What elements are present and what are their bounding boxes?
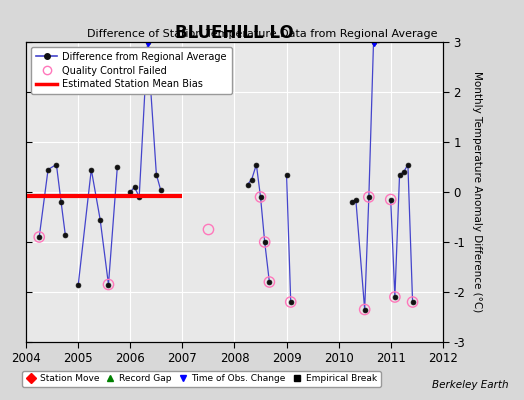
Legend: Station Move, Record Gap, Time of Obs. Change, Empirical Break: Station Move, Record Gap, Time of Obs. C… [22,371,380,387]
Point [260,239,269,245]
Text: Berkeley Earth: Berkeley Earth [432,380,508,390]
Text: Difference of Station Temperature Data from Regional Average: Difference of Station Temperature Data f… [87,29,437,39]
Point [361,306,369,313]
Y-axis label: Monthly Temperature Anomaly Difference (°C): Monthly Temperature Anomaly Difference (… [472,71,482,313]
Point [391,294,399,300]
Point [265,279,274,285]
Title: BLUEHILL LO: BLUEHILL LO [175,24,294,42]
Point [408,299,417,305]
Point [387,196,395,203]
Point [104,281,113,288]
Point [35,234,43,240]
Point [204,226,213,233]
Point [256,194,265,200]
Point [365,194,373,200]
Point [287,299,295,305]
